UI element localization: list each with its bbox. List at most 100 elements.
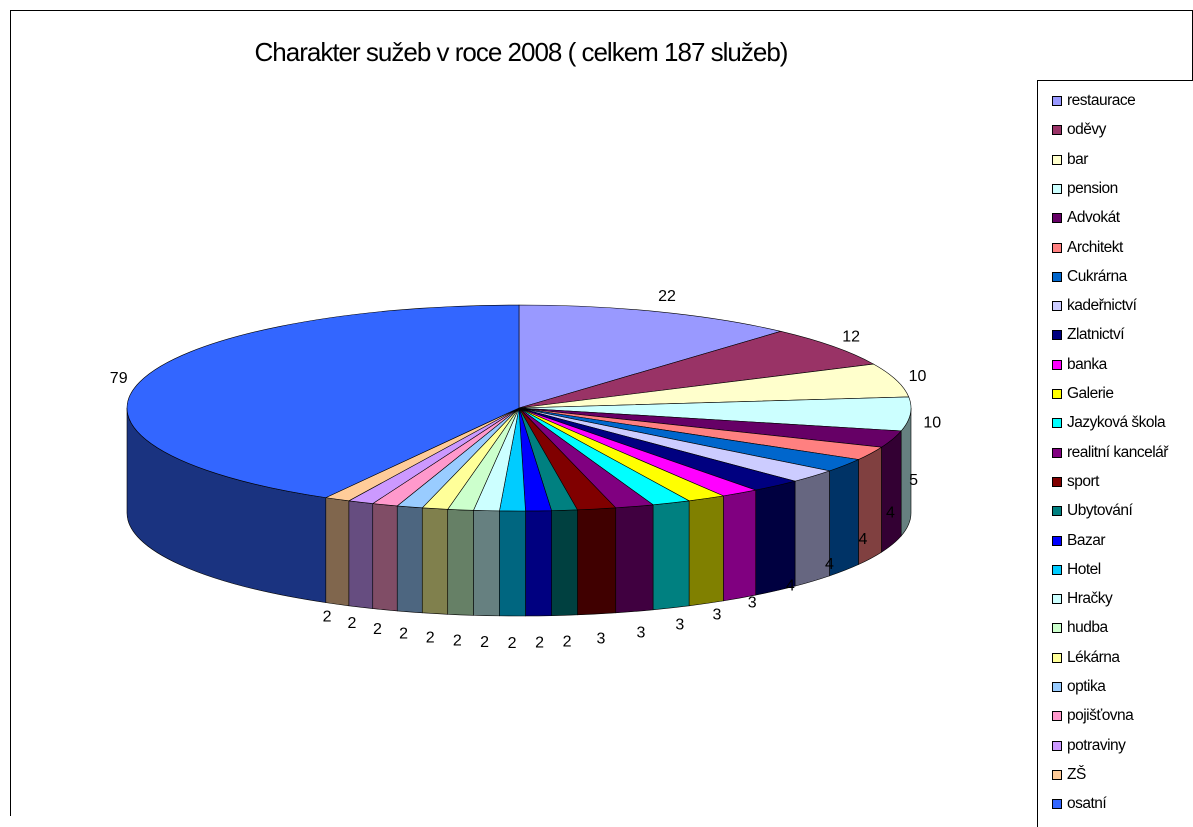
legend-swatch	[1052, 740, 1062, 751]
pie-side-potraviny	[348, 500, 374, 609]
legend-label: ZŠ	[1067, 765, 1086, 783]
data-label-Bazar: 2	[535, 635, 544, 652]
legend-swatch	[1052, 183, 1062, 194]
legend-label: optika	[1067, 678, 1106, 695]
legend-label: Jazyková škola	[1067, 414, 1166, 432]
legend-swatch	[1052, 213, 1062, 224]
legend-item: potraviny	[1052, 736, 1126, 756]
legend-label: oděvy	[1067, 121, 1106, 139]
legend-item: oděvy	[1052, 120, 1106, 140]
legend-swatch	[1052, 271, 1062, 282]
legend-swatch	[1052, 96, 1062, 106]
legend-label: Ubytování	[1067, 502, 1133, 520]
pie-side-pojišťovna	[372, 503, 398, 612]
legend-swatch	[1052, 799, 1062, 810]
legend-label: osatní	[1067, 795, 1107, 813]
legend-swatch	[1052, 125, 1062, 136]
legend-swatch	[1052, 301, 1062, 312]
legend-item: Jazyková škola	[1052, 413, 1166, 433]
legend-item: bar	[1052, 150, 1088, 170]
legend-label: Hotel	[1067, 560, 1101, 578]
data-label-bar: 10	[909, 368, 927, 385]
legend-label: pojišťovna	[1067, 707, 1134, 725]
data-label-Cukrárna: 4	[859, 531, 868, 548]
legend-item: restaurace	[1052, 91, 1136, 111]
data-label-potraviny: 2	[347, 615, 356, 632]
pie-side-Hračky	[473, 509, 500, 617]
data-label-pojišťovna: 2	[373, 621, 382, 638]
pie-side-optika	[396, 505, 423, 614]
pie-side-Bazar	[525, 510, 552, 617]
data-label-hudba: 2	[453, 632, 462, 649]
legend-label: pension	[1067, 179, 1118, 197]
pie-side-realitní kancelář	[615, 504, 654, 614]
legend-swatch	[1052, 154, 1062, 165]
data-label-pension: 10	[923, 415, 941, 432]
data-label-Jazyková škola: 3	[675, 617, 684, 634]
pie-slice-osatní	[126, 304, 520, 498]
pie-side-Galerie	[688, 495, 724, 607]
chart-area: Charakter sužeb v roce 2008 ( celkem 187…	[10, 10, 1193, 827]
legend-swatch	[1052, 330, 1062, 341]
legend-swatch	[1052, 682, 1062, 692]
legend-item: osatní	[1052, 794, 1107, 814]
data-label-restaurace: 22	[658, 288, 676, 305]
data-label-oděvy: 12	[842, 329, 860, 346]
data-label-Hračky: 2	[480, 634, 489, 651]
pie-side-Lékárna	[421, 507, 449, 615]
data-label-banka: 3	[748, 594, 757, 611]
data-label-Ubytování: 2	[563, 633, 572, 650]
pie-side-Hotel	[499, 510, 526, 617]
legend-item: Architekt	[1052, 238, 1123, 258]
legend-swatch	[1052, 418, 1062, 429]
data-label-optika: 2	[399, 626, 408, 643]
legend-label: restaurace	[1067, 92, 1136, 109]
legend-item: realitní kancelář	[1052, 443, 1168, 463]
legend-label: Bazar	[1067, 531, 1106, 549]
legend-swatch	[1052, 389, 1062, 399]
data-label-kadeřnictví: 4	[825, 556, 834, 573]
legend: restaurace oděvy bar pension Advokát Architek…	[1037, 80, 1193, 827]
data-label-realitní kancelář: 3	[637, 625, 646, 642]
legend-label: Cukrárna	[1067, 267, 1127, 285]
legend-item: Advokát	[1052, 208, 1120, 228]
legend-label: hudba	[1067, 619, 1108, 637]
data-label-Lékárna: 2	[426, 630, 435, 647]
legend-item: Ubytování	[1052, 501, 1133, 521]
legend-swatch	[1052, 564, 1062, 575]
legend-label: sport	[1067, 472, 1099, 490]
legend-swatch	[1052, 359, 1062, 370]
pie-side-Jazyková škola	[652, 500, 690, 611]
legend-item: Hotel	[1052, 560, 1101, 580]
legend-label: Architekt	[1067, 238, 1123, 256]
pie-side-ZŠ	[325, 497, 350, 607]
legend-label: bar	[1067, 150, 1088, 168]
legend-swatch	[1052, 711, 1062, 722]
pie-side-banka	[723, 489, 756, 602]
legend-label: Zlatnictví	[1067, 326, 1125, 344]
pie-slice-restaurace	[518, 304, 782, 409]
legend-item: kadeřnictví	[1052, 296, 1137, 316]
legend-label: realitní kancelář	[1067, 443, 1168, 461]
data-label-osatní: 79	[110, 370, 128, 387]
legend-swatch	[1052, 242, 1062, 253]
pie-side-sport	[577, 507, 617, 616]
legend-item: Cukrárna	[1052, 267, 1127, 287]
legend-label: kadeřnictví	[1067, 297, 1137, 315]
data-label-Advokát: 5	[909, 472, 918, 489]
chart-title: Charakter sužeb v roce 2008 ( celkem 187…	[254, 37, 789, 67]
legend-item: optika	[1052, 677, 1106, 697]
legend-item: ZŠ	[1052, 765, 1086, 785]
data-label-ZŠ: 2	[323, 608, 332, 625]
legend-item: Lékárna	[1052, 648, 1120, 668]
legend-swatch	[1052, 652, 1062, 663]
legend-item: Galerie	[1052, 384, 1114, 404]
legend-item: sport	[1052, 472, 1099, 492]
data-label-Architekt: 4	[886, 504, 895, 521]
legend-label: Hračky	[1067, 590, 1113, 608]
legend-swatch	[1052, 447, 1062, 458]
legend-label: potraviny	[1067, 736, 1126, 754]
data-label-Hotel: 2	[508, 635, 517, 652]
legend-item: banka	[1052, 355, 1107, 375]
